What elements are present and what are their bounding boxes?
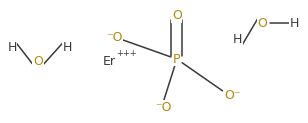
Text: H: H	[233, 33, 243, 46]
Text: ⁻O: ⁻O	[155, 101, 172, 114]
Text: P: P	[173, 53, 180, 66]
Text: O: O	[257, 16, 267, 30]
Text: H: H	[290, 16, 299, 30]
Text: H: H	[7, 41, 17, 54]
Text: O: O	[33, 55, 43, 68]
Text: ⁻O: ⁻O	[106, 31, 123, 44]
Text: Er: Er	[103, 55, 116, 68]
Text: +++: +++	[116, 49, 137, 58]
Text: H: H	[62, 41, 72, 54]
Text: O⁻: O⁻	[224, 89, 241, 102]
Text: O: O	[172, 9, 182, 22]
